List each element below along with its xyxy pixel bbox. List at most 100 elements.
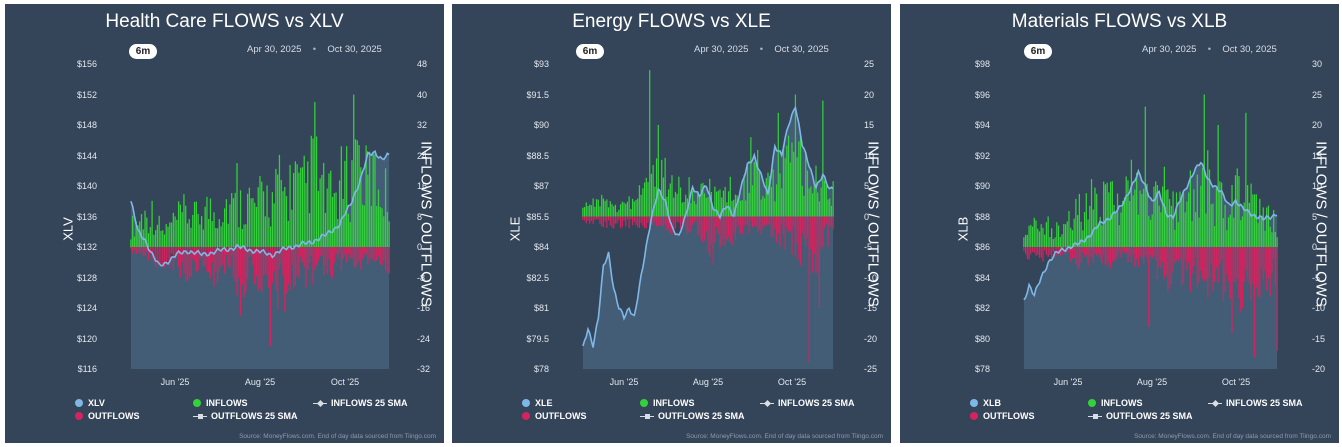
legend-item-outflows-sma[interactable]: OUTFLOWS 25 SMA xyxy=(640,411,745,421)
legend-item-outflows[interactable]: OUTFLOWS xyxy=(75,411,140,421)
chart-plot-area xyxy=(1023,94,1278,369)
inflow-bar xyxy=(825,185,827,217)
outflow-bar xyxy=(167,247,169,261)
outflow-bar xyxy=(676,216,678,222)
inflow-bar xyxy=(1078,193,1080,247)
price-tick: $120 xyxy=(76,334,97,344)
outflow-bar xyxy=(337,247,339,259)
flow-tick: 8 xyxy=(417,212,423,222)
inflow-bar xyxy=(607,207,610,217)
outflow-bar xyxy=(1137,247,1139,267)
inflow-bar xyxy=(209,198,212,247)
outflow-bar xyxy=(721,216,723,246)
outflow-bar xyxy=(1129,247,1131,256)
outflow-bar xyxy=(697,216,699,236)
flow-tick: 0 xyxy=(417,242,423,252)
outflow-bar xyxy=(195,247,197,273)
date-range: Apr 30, 2025 • Oct 30, 2025 xyxy=(247,44,382,55)
inflow-bar xyxy=(261,181,263,247)
outflow-bar xyxy=(1198,247,1200,283)
outflow-bar xyxy=(746,216,749,226)
legend-item-inflows-sma[interactable]: INFLOWS 25 SMA xyxy=(1208,398,1303,408)
outflow-bar xyxy=(599,216,601,225)
outflow-bar xyxy=(1047,247,1049,257)
legend-item-outflows[interactable]: OUTFLOWS xyxy=(522,411,587,421)
legend-item-outflows-sma[interactable]: OUTFLOWS 25 SMA xyxy=(193,411,298,421)
date-to[interactable]: Oct 30, 2025 xyxy=(1222,44,1277,55)
price-tick: $88 xyxy=(974,212,990,222)
outflow-bar xyxy=(163,247,166,268)
inflow-bar xyxy=(195,201,197,247)
outflow-bar xyxy=(1023,247,1025,252)
range-selector-button[interactable]: 6m xyxy=(1024,44,1052,59)
inflow-bar xyxy=(733,199,735,217)
inflow-bar xyxy=(294,161,297,247)
outflow-bar xyxy=(220,247,222,267)
inflow-bar xyxy=(1155,181,1157,247)
legend-item-inflows[interactable]: INFLOWS xyxy=(640,398,695,408)
date-to[interactable]: Oct 30, 2025 xyxy=(327,44,382,55)
outflow-bar xyxy=(266,247,268,276)
inflow-bar xyxy=(1240,220,1242,247)
outflow-bar xyxy=(702,216,704,243)
date-from[interactable]: Apr 30, 2025 xyxy=(1142,44,1197,55)
inflow-bar xyxy=(1035,220,1037,247)
legend-item-inflows[interactable]: INFLOWS xyxy=(193,398,248,408)
inflow-bar xyxy=(215,228,217,247)
outflow-bar xyxy=(1044,247,1046,251)
legend-marker xyxy=(522,399,530,407)
legend-item-price[interactable]: XLB xyxy=(970,398,1001,408)
inflow-bar xyxy=(163,234,166,247)
inflow-bar xyxy=(383,216,385,247)
outflow-bar xyxy=(307,247,309,270)
outflow-bar xyxy=(602,216,605,228)
outflow-bar xyxy=(1193,247,1195,267)
outflow-bar xyxy=(342,247,344,259)
inflow-bar xyxy=(1193,189,1195,247)
price-tick: $78 xyxy=(533,364,549,374)
legend-item-inflows-sma[interactable]: INFLOWS 25 SMA xyxy=(313,398,408,408)
outflow-bar xyxy=(1024,247,1027,254)
outflow-bar xyxy=(678,216,680,223)
inflow-bar xyxy=(817,192,819,217)
outflow-bar xyxy=(383,247,385,261)
outflow-bar xyxy=(1125,247,1127,253)
inflow-bar xyxy=(384,168,387,247)
left-axis-label: XLE xyxy=(507,216,523,242)
outflow-bar xyxy=(805,216,807,247)
flow-tick: -32 xyxy=(417,364,431,374)
inflow-bar xyxy=(1243,202,1245,247)
legend-item-inflows-sma[interactable]: INFLOWS 25 SMA xyxy=(760,398,855,408)
outflow-bar xyxy=(147,247,150,261)
legend-item-price[interactable]: XLE xyxy=(522,398,553,408)
chart-title: Energy FLOWS vs XLE xyxy=(572,11,771,32)
legend-label: INFLOWS 25 SMA xyxy=(331,398,408,408)
date-to[interactable]: Oct 30, 2025 xyxy=(774,44,829,55)
outflow-bar xyxy=(1087,247,1089,266)
legend-item-outflows-sma[interactable]: OUTFLOWS 25 SMA xyxy=(1088,411,1193,421)
outflow-bar xyxy=(669,216,671,233)
legend-marker xyxy=(760,399,774,407)
range-selector-button[interactable]: 6m xyxy=(576,44,604,59)
legend-label: OUTFLOWS 25 SMA xyxy=(658,411,745,421)
inflow-bar xyxy=(1116,193,1119,247)
inflow-bar xyxy=(213,212,215,247)
outflow-bar xyxy=(275,247,277,291)
legend-item-price[interactable]: XLV xyxy=(75,398,105,408)
inflow-bar xyxy=(1248,202,1250,247)
legend-label: INFLOWS 25 SMA xyxy=(778,398,855,408)
inflow-bar xyxy=(1229,214,1231,247)
inflow-bar xyxy=(1030,224,1032,247)
inflow-bar xyxy=(1170,205,1172,247)
date-from[interactable]: Apr 30, 2025 xyxy=(247,44,302,55)
inflow-bar xyxy=(271,192,274,247)
outflow-bar xyxy=(738,216,740,226)
legend-item-inflows[interactable]: INFLOWS xyxy=(1088,398,1143,408)
range-selector-button[interactable]: 6m xyxy=(129,44,157,59)
outflow-bar xyxy=(1061,247,1063,255)
legend-marker xyxy=(193,399,201,407)
legend-item-outflows[interactable]: OUTFLOWS xyxy=(970,411,1035,421)
inflow-bar xyxy=(185,205,187,247)
legend: XLV OUTFLOWS INFLOWS OUTFLOWS 25 SMA INF… xyxy=(5,398,444,428)
date-from[interactable]: Apr 30, 2025 xyxy=(694,44,749,55)
